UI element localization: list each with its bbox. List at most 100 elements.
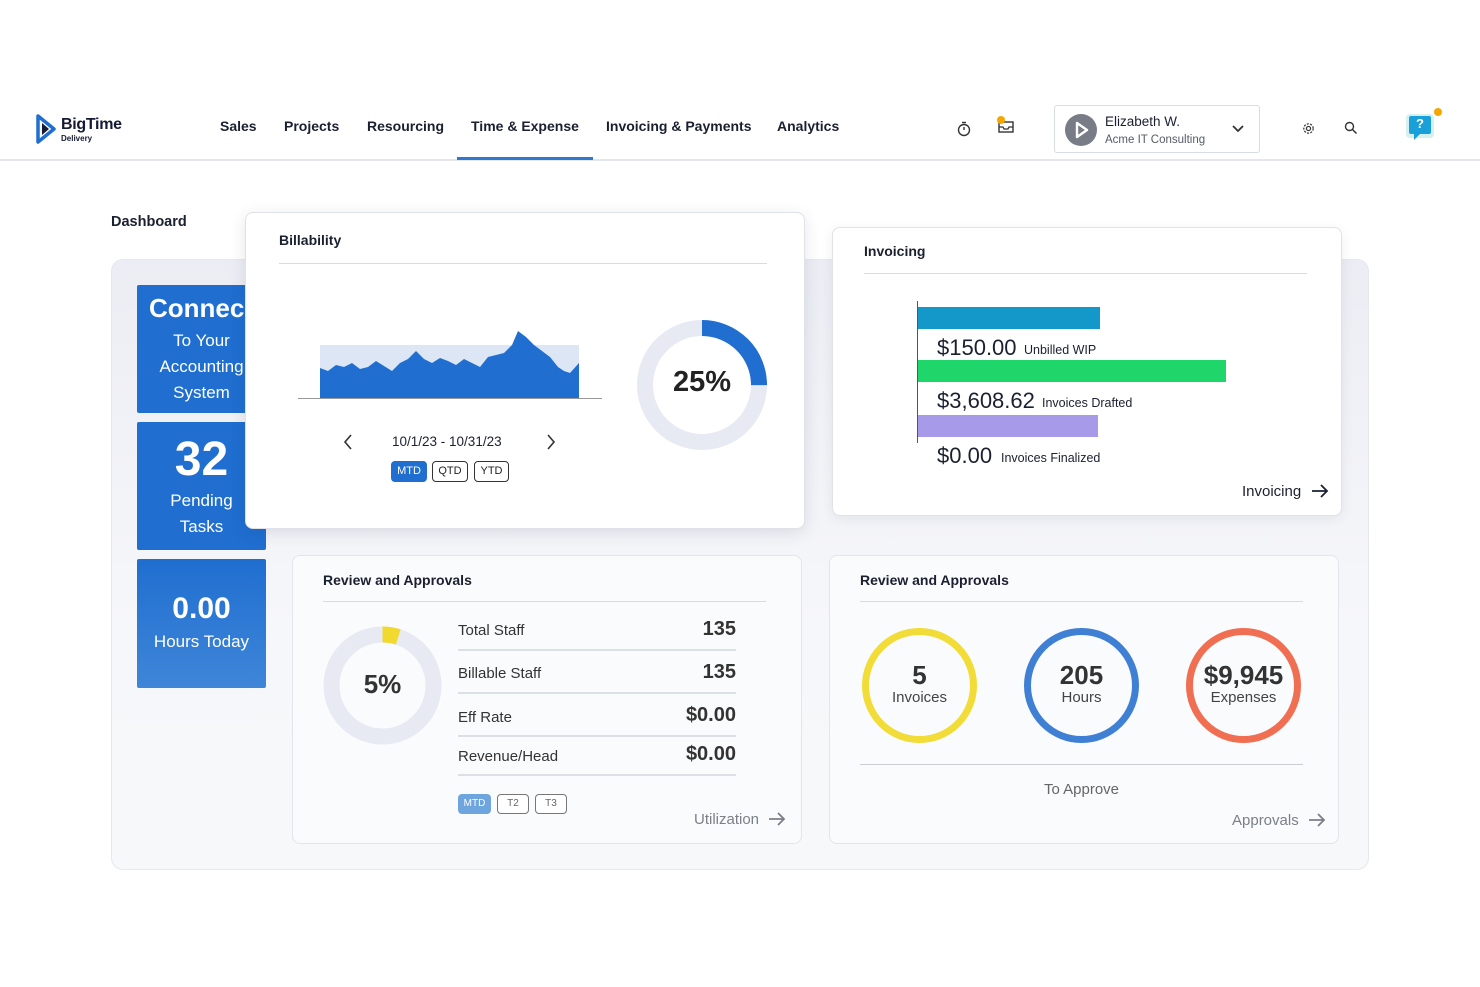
- logo-name: BigTime: [61, 116, 122, 133]
- hours-today-label: Hours Today: [153, 632, 250, 651]
- util-period-mtd-button[interactable]: MTD: [458, 794, 491, 814]
- eff-rate-value: $0.00: [685, 704, 736, 726]
- nav-resourcing[interactable]: Resourcing: [367, 118, 445, 134]
- total-staff-value: 135: [702, 618, 736, 640]
- billable-staff-label: Billable Staff: [458, 665, 542, 682]
- user-account-menu[interactable]: Elizabeth W. Acme IT Consulting: [1054, 105, 1260, 153]
- connect-line-2: Accounting: [159, 357, 244, 376]
- eff-rate-label: Eff Rate: [458, 709, 512, 726]
- stat-divider: [458, 692, 736, 694]
- logo-subtitle: Delivery: [61, 134, 93, 143]
- invoices-drafted-bar: [918, 360, 1226, 382]
- invoicing-card: Invoicing $150.00 Unbilled WIP $3,608.62…: [832, 227, 1342, 516]
- total-staff-label: Total Staff: [458, 622, 525, 639]
- nav-sales[interactable]: Sales: [220, 118, 257, 134]
- card-divider: [860, 764, 1303, 765]
- arrow-right-icon: [1309, 813, 1326, 827]
- hours-ring[interactable]: [1022, 626, 1141, 745]
- billability-area: [320, 331, 579, 398]
- avatar: [1065, 114, 1097, 146]
- util-period-t3-button[interactable]: T3: [535, 794, 567, 814]
- billability-area-chart: [298, 331, 602, 399]
- period-ytd-button[interactable]: YTD: [474, 461, 509, 482]
- utilization-percent: 5%: [363, 669, 402, 699]
- invoicing-link[interactable]: Invoicing: [1242, 483, 1329, 500]
- stat-divider: [458, 774, 736, 776]
- ring-stroke: [862, 628, 977, 743]
- unbilled-wip-amount: $150.00: [937, 335, 1017, 360]
- period-mtd-button[interactable]: MTD: [391, 461, 427, 482]
- billability-title: Billability: [279, 232, 342, 248]
- revenue-head-label: Revenue/Head: [458, 748, 559, 765]
- card-divider: [864, 273, 1307, 274]
- user-company: Acme IT Consulting: [1105, 134, 1206, 146]
- invoices-label: Invoices: [891, 689, 948, 706]
- billability-donut: [637, 320, 767, 450]
- help-label: ?: [1416, 116, 1424, 131]
- hours-today-tile[interactable]: 0.00 Hours Today: [137, 559, 266, 688]
- nav-analytics[interactable]: Analytics: [777, 118, 840, 134]
- invoices-ring[interactable]: [860, 626, 979, 745]
- avatar-logo-icon: [1075, 121, 1089, 139]
- expenses-label: Expenses: [1210, 689, 1277, 706]
- chevron-down-icon[interactable]: [1231, 123, 1245, 135]
- user-name: Elizabeth W.: [1105, 114, 1181, 129]
- connect-accounting-tile[interactable]: Connec To Your Accounting System: [137, 285, 266, 413]
- billability-date-range: 10/1/23 - 10/31/23: [392, 434, 502, 449]
- active-nav-indicator: [457, 157, 593, 160]
- hours-count: 205: [1059, 660, 1104, 690]
- billable-staff-value: 135: [702, 661, 736, 683]
- utilization-donut: [323, 626, 442, 745]
- period-qtd-button[interactable]: QTD: [432, 461, 468, 482]
- util-period-t2-button[interactable]: T2: [497, 794, 529, 814]
- notification-dot: [1434, 108, 1442, 116]
- ring-stroke: [1186, 628, 1301, 743]
- invoicing-axis: [917, 301, 918, 443]
- page-title: Dashboard: [111, 214, 187, 230]
- pending-line-1: Pending: [170, 491, 233, 510]
- help-button[interactable]: ?: [1406, 112, 1434, 142]
- invoicing-title: Invoicing: [864, 243, 926, 259]
- invoices-finalized-bar: [918, 415, 1098, 437]
- expenses-ring[interactable]: [1184, 626, 1303, 745]
- arrow-right-icon: [769, 812, 786, 826]
- donut-progress: [323, 626, 442, 745]
- top-navigation-bar: BigTime Delivery Sales Projects Resourci…: [0, 100, 1480, 161]
- nav-time-expense[interactable]: Time & Expense: [471, 118, 579, 134]
- connect-headline: Connec: [149, 293, 245, 323]
- inbox-icon[interactable]: [996, 115, 1016, 135]
- card-divider: [323, 601, 766, 602]
- invoices-drafted-label: Invoices Drafted: [1042, 396, 1133, 410]
- invoices-finalized-label: Invoices Finalized: [1001, 451, 1101, 465]
- arrow-right-icon: [1312, 484, 1329, 498]
- card-divider: [279, 263, 767, 264]
- card-divider: [860, 601, 1303, 602]
- approvals-title: Review and Approvals: [860, 572, 1009, 588]
- timer-icon[interactable]: [956, 121, 972, 137]
- utilization-link[interactable]: Utilization: [694, 811, 786, 828]
- pending-count: 32: [174, 433, 229, 486]
- invoices-count: 5: [912, 660, 927, 690]
- approvals-card: Review and Approvals 5 Invoices 205 Hour…: [829, 555, 1339, 844]
- nav-invoicing-payments[interactable]: Invoicing & Payments: [606, 118, 752, 134]
- bigtime-logo[interactable]: BigTime Delivery: [35, 114, 155, 144]
- approvals-link[interactable]: Approvals: [1232, 812, 1326, 829]
- pending-tasks-tile[interactable]: 32 Pending Tasks: [137, 422, 266, 550]
- to-approve-caption: To Approve: [1043, 781, 1120, 798]
- ring-stroke: [1024, 628, 1139, 743]
- settings-icon[interactable]: [1301, 121, 1316, 136]
- next-period-icon[interactable]: [545, 433, 557, 451]
- unbilled-wip-label: Unbilled WIP: [1024, 343, 1097, 357]
- invoices-drafted-amount: $3,608.62: [937, 388, 1035, 413]
- nav-projects[interactable]: Projects: [284, 118, 340, 134]
- invoicing-link-label: Invoicing: [1242, 483, 1302, 500]
- billability-card: Billability 10/1/23 - 10/31/23 MTD QTD Y…: [245, 212, 805, 529]
- billability-percent: 25%: [672, 366, 732, 398]
- utilization-title: Review and Approvals: [323, 572, 472, 588]
- stat-divider: [458, 649, 736, 651]
- stat-divider: [458, 735, 736, 737]
- previous-period-icon[interactable]: [342, 433, 354, 451]
- search-icon[interactable]: [1344, 121, 1358, 135]
- expenses-amount: $9,945: [1203, 660, 1284, 690]
- pending-line-2: Tasks: [179, 517, 224, 536]
